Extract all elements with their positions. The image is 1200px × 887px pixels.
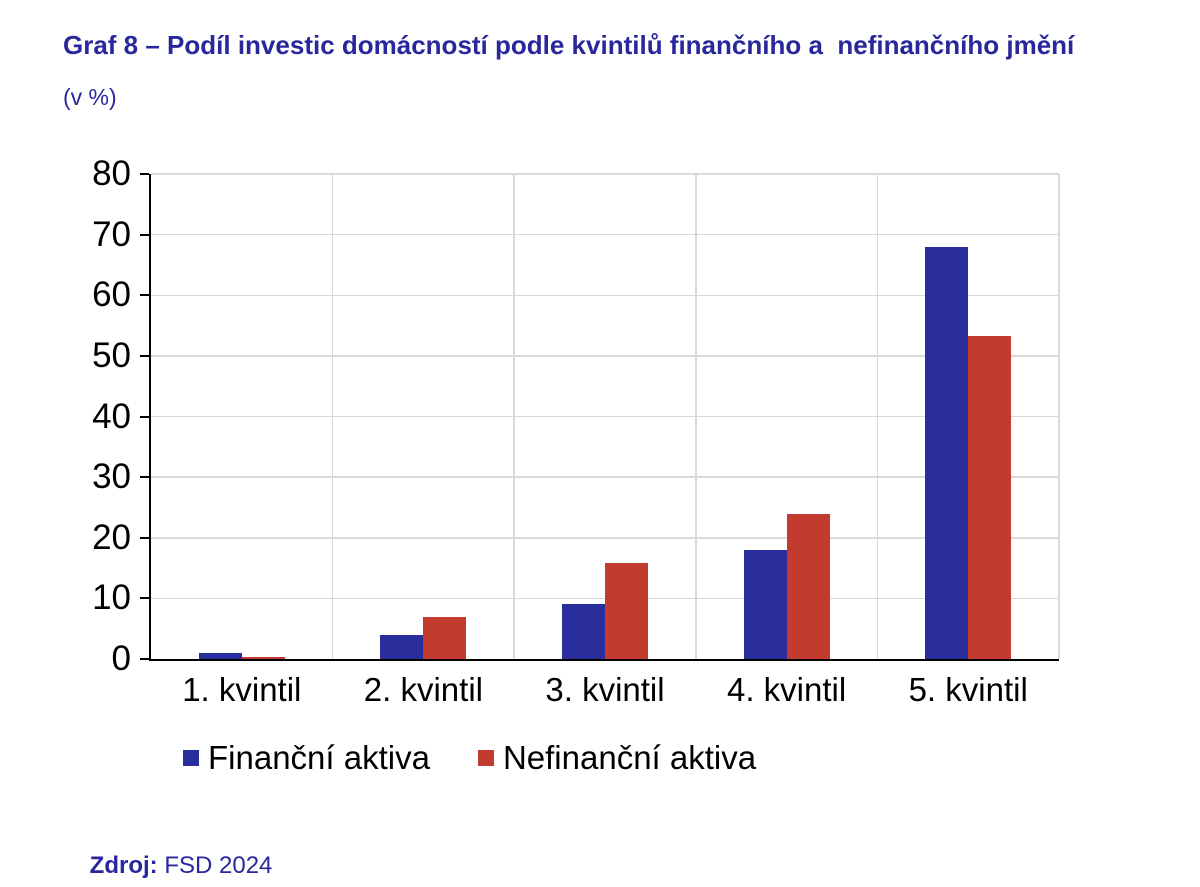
x-axis-label-kvintil-1: 1. kvintil (182, 671, 302, 708)
bar-financni-kvintil-2 (380, 634, 424, 659)
gridline-h-80 (151, 173, 1059, 175)
bar-nefinancni-kvintil-3 (605, 563, 648, 659)
y-axis-tick-60 (140, 294, 149, 297)
y-axis-tick-80 (140, 173, 149, 175)
y-axis-tick-10 (140, 597, 149, 600)
gridline-h-20 (151, 537, 1059, 539)
bar-nefinancni-kvintil-1 (241, 657, 285, 659)
y-axis-label-60: 60 (92, 275, 131, 315)
legend-item-financni-aktiva: Finanční aktiva (183, 740, 430, 776)
y-axis-tick-30 (140, 476, 149, 479)
y-axis-label-10: 10 (92, 578, 131, 618)
source-value: FSD 2024 (157, 852, 273, 879)
y-axis-tick-20 (140, 536, 149, 539)
y-axis-label-70: 70 (92, 214, 131, 254)
gridline-v-3 (695, 174, 697, 659)
gridline-v-2 (513, 174, 515, 659)
legend-item-nefinancni-aktiva: Nefinanční aktiva (477, 739, 757, 776)
gridline-v-1 (331, 174, 334, 659)
bar-nefinancni-kvintil-2 (423, 617, 467, 659)
bar-nefinancni-kvintil-5 (968, 335, 1012, 659)
bar-financni-kvintil-3 (562, 604, 605, 659)
chart-title: Graf 8 – Podíl investic domácností podle… (63, 30, 1075, 60)
x-axis-label-kvintil-5: 5. kvintil (908, 671, 1028, 708)
x-axis-label-kvintil-4: 4. kvintil (726, 671, 847, 708)
y-axis-label-80: 80 (92, 154, 131, 193)
plot-area: 0 10 20 30 40 50 60 70 80 1. kvintil 2. kvintil 3. … (92, 156, 1060, 708)
source-note: Zdroj: FSD 2024 (63, 824, 273, 887)
bar-nefinancni-kvintil-4 (786, 514, 830, 659)
y-axis-label-50: 50 (92, 335, 131, 375)
x-axis-label-kvintil-2: 2. kvintil (363, 671, 483, 708)
legend: Finanční aktiva Nefinanční aktiva (183, 740, 756, 776)
bar-financni-kvintil-5 (925, 246, 969, 659)
legend-swatch-financni-icon (183, 750, 199, 766)
gridline-h-70 (151, 233, 1059, 236)
gridline-h-50 (151, 355, 1059, 357)
gridline-h-60 (151, 294, 1059, 296)
bar-financni-kvintil-1 (198, 652, 242, 659)
y-axis-tick-50 (140, 354, 149, 357)
gridline-v-4 (876, 174, 879, 659)
y-axis-label-0: 0 (111, 639, 131, 678)
y-axis-tick-40 (140, 415, 149, 418)
source-label: Zdroj: (89, 852, 158, 879)
x-axis-label-kvintil-3: 3. kvintil (545, 671, 665, 708)
y-axis-label-20: 20 (92, 517, 131, 557)
legend-swatch-nefinancni-icon (477, 750, 494, 766)
bar-financni-kvintil-4 (743, 549, 787, 659)
chart-subtitle: (v %) (63, 84, 117, 110)
y-axis-label-40: 40 (92, 396, 131, 436)
y-axis-tick-0 (140, 658, 149, 660)
legend-label-financni: Finanční aktiva (208, 739, 430, 776)
plot-right-border (1058, 174, 1060, 659)
y-axis-label-30: 30 (92, 457, 131, 497)
gridline-h-30 (151, 476, 1059, 478)
legend-label-nefinancni: Nefinanční aktiva (502, 739, 757, 776)
y-axis-tick-70 (140, 233, 149, 236)
gridline-h-40 (151, 415, 1059, 418)
